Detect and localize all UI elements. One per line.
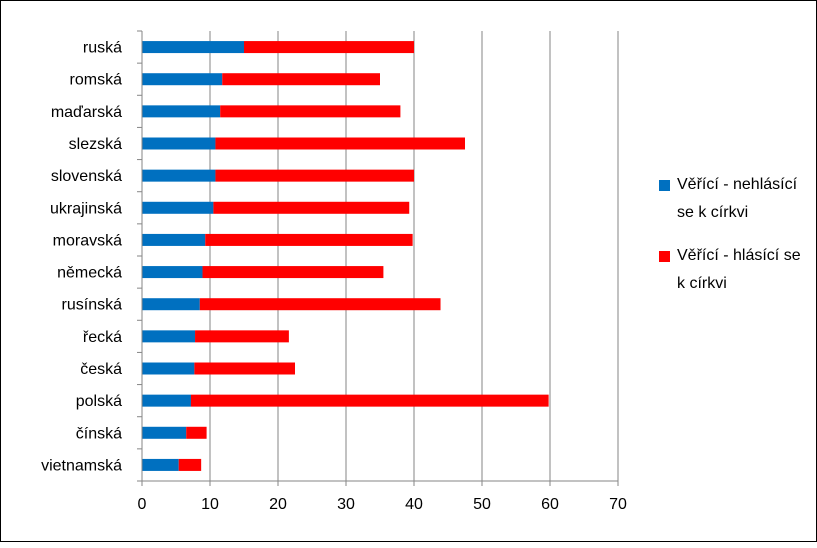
x-tick-label-40: 40	[405, 496, 423, 513]
bars	[142, 41, 549, 471]
legend-entry-nehlasici: Věřící - nehlásící se k církvi	[659, 171, 809, 227]
bar-hlasici-11	[190, 394, 549, 407]
category-label-5: ukrajinská	[50, 200, 122, 217]
bar-hlasici-1	[222, 73, 380, 86]
bar-nehlasici-12	[142, 426, 187, 439]
x-tick-label-60: 60	[541, 496, 559, 513]
legend: Věřící - nehlásící se k církvi Věřící - …	[659, 171, 809, 313]
category-label-1: romská	[70, 72, 123, 89]
bar-hlasici-5	[213, 201, 410, 214]
bar-hlasici-7	[202, 266, 384, 279]
bar-hlasici-13	[178, 458, 202, 471]
x-tick-label-10: 10	[201, 496, 219, 513]
x-tick-label-30: 30	[337, 496, 355, 513]
legend-label-nehlasici: Věřící - nehlásící se k církvi	[677, 176, 798, 221]
bar-hlasici-3	[215, 137, 465, 150]
bar-nehlasici-7	[142, 266, 203, 279]
bar-nehlasici-3	[142, 137, 216, 150]
category-label-2: maďarská	[51, 104, 122, 121]
category-label-3: slezská	[69, 136, 122, 153]
bar-nehlasici-6	[142, 233, 206, 246]
bar-nehlasici-0	[142, 41, 244, 54]
category-label-10: česká	[80, 361, 122, 378]
bar-nehlasici-8	[142, 298, 200, 311]
bar-hlasici-8	[199, 298, 441, 311]
category-label-4: slovenská	[51, 168, 122, 185]
x-tick-label-20: 20	[269, 496, 287, 513]
x-tick-labels: 0 10 20 30 40 50 60 70	[138, 496, 627, 513]
bar-hlasici-4	[215, 169, 414, 182]
x-tick-label-70: 70	[609, 496, 627, 513]
category-label-6: moravská	[53, 232, 122, 249]
bar-nehlasici-10	[142, 362, 195, 375]
bar-hlasici-0	[244, 41, 414, 54]
bar-nehlasici-11	[142, 394, 191, 407]
legend-label-hlasici: Věřící - hlásící se k církvi	[677, 247, 801, 292]
category-label-12: čínská	[76, 425, 122, 442]
category-label-0: ruská	[83, 40, 122, 57]
bar-nehlasici-5	[142, 201, 214, 214]
x-tick-label-0: 0	[138, 496, 147, 513]
grid-lines	[209, 31, 619, 481]
legend-swatch-blue	[659, 180, 670, 191]
category-label-11: polská	[76, 393, 122, 410]
category-label-13: vietnamská	[41, 457, 122, 474]
bar-hlasici-12	[186, 426, 207, 439]
bar-hlasici-10	[194, 362, 295, 375]
bar-nehlasici-13	[142, 458, 179, 471]
bar-hlasici-6	[205, 233, 413, 246]
legend-swatch-red	[659, 251, 670, 262]
bar-nehlasici-1	[142, 73, 223, 86]
axes	[137, 30, 619, 486]
bar-nehlasici-9	[142, 330, 196, 343]
x-tick-label-50: 50	[473, 496, 491, 513]
category-label-8: rusínská	[62, 297, 123, 314]
bar-hlasici-2	[220, 105, 401, 118]
bar-nehlasici-2	[142, 105, 221, 118]
bar-nehlasici-4	[142, 169, 216, 182]
category-label-7: německá	[57, 265, 122, 282]
category-label-9: řecká	[83, 329, 122, 346]
legend-entry-hlasici: Věřící - hlásící se k církvi	[659, 242, 809, 298]
bar-hlasici-9	[195, 330, 289, 343]
category-labels: ruská romská maďarská slezská slovenská ukraj…	[41, 40, 122, 475]
